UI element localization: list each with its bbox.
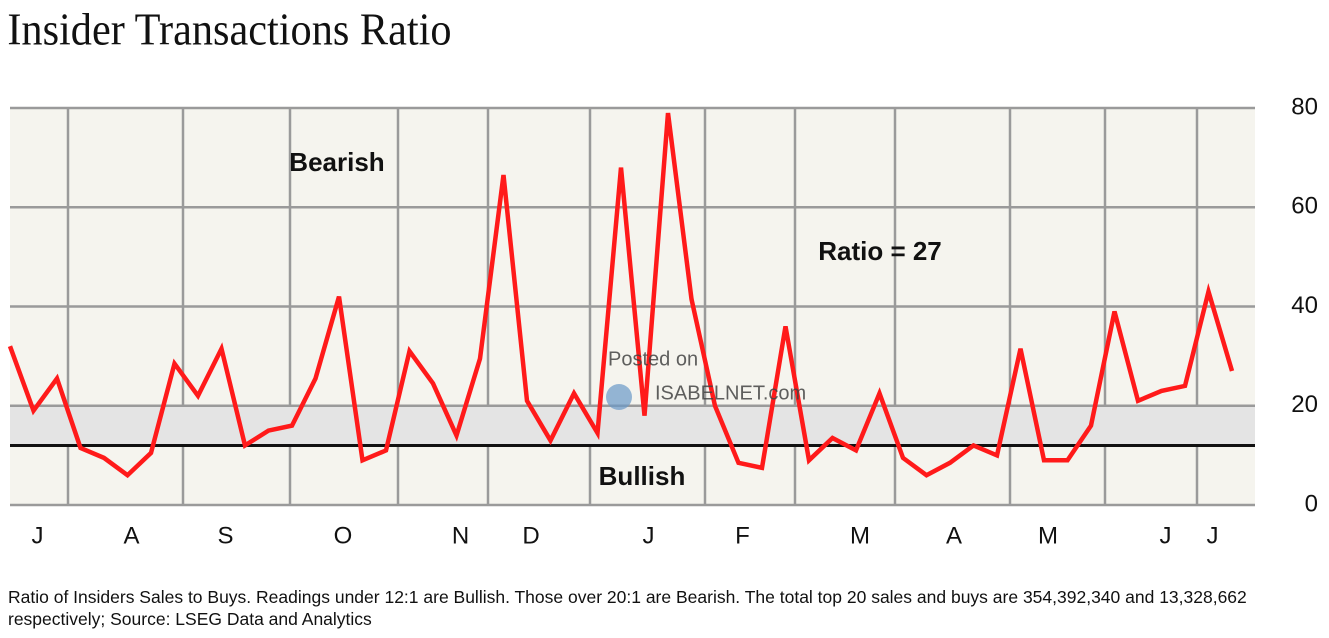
x-tick-label: M xyxy=(1038,522,1058,549)
x-tick-label: O xyxy=(334,522,353,549)
chart-title: Insider Transactions Ratio xyxy=(7,4,451,55)
chart: Insider Transactions Ratio Bearish Ratio… xyxy=(7,4,1318,549)
watermark: Posted on xyxy=(608,348,698,370)
footnote: Ratio of Insiders Sales to Buys. Reading… xyxy=(8,587,1247,629)
annotation: Bearish xyxy=(289,147,384,177)
neutral-band xyxy=(10,405,1255,446)
x-tick-label: J xyxy=(1207,522,1219,549)
x-tick-label: A xyxy=(123,522,139,549)
x-tick-label: N xyxy=(452,522,469,549)
annotation: Ratio = 27 xyxy=(818,236,942,266)
x-tick-label: J xyxy=(643,522,655,549)
watermark: ISABELNET.com xyxy=(655,382,806,404)
y-tick-label: 20 xyxy=(1291,391,1318,418)
watermark-logo xyxy=(606,384,632,410)
y-tick-label: 40 xyxy=(1291,292,1318,319)
x-tick-label: J xyxy=(1160,522,1172,549)
x-tick-label: A xyxy=(946,522,962,549)
y-tick-label: 60 xyxy=(1291,193,1318,220)
x-tick-label: D xyxy=(522,522,539,549)
x-tick-label: J xyxy=(32,522,44,549)
x-tick-label: M xyxy=(850,522,870,549)
annotation: Bullish xyxy=(599,461,686,491)
series-line xyxy=(7,112,1235,479)
y-tick-label: 0 xyxy=(1305,490,1318,517)
x-tick-label: S xyxy=(217,522,233,549)
x-tick-label: F xyxy=(735,522,750,549)
y-tick-label: 80 xyxy=(1291,93,1318,120)
